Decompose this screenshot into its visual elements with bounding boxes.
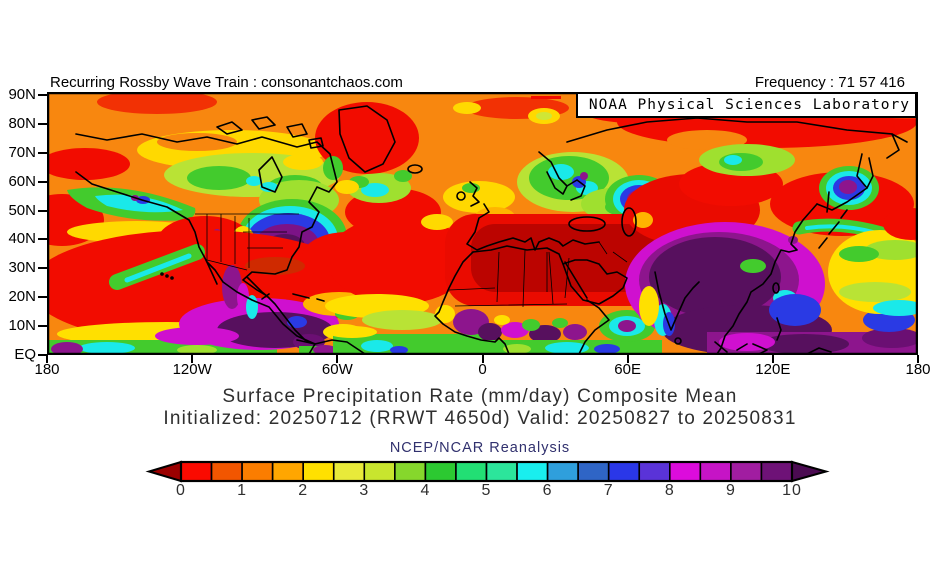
colorbar-segment: [271, 461, 305, 482]
colorbar-segment: [699, 461, 732, 482]
colorbar-segment: [485, 461, 518, 482]
colorbar-segment: [607, 461, 641, 482]
lat-tick-mark: [38, 151, 47, 154]
colorbar-segment: [546, 461, 579, 482]
map-panel: [47, 92, 918, 355]
colorbar-tick-label: 4: [420, 482, 431, 499]
colorbar-tick-label: 9: [725, 482, 736, 499]
colorbar-segment: [394, 461, 427, 482]
colorbar-border: [179, 460, 794, 483]
lat-tick-mark: [38, 267, 47, 270]
lon-tick-mark: [917, 355, 919, 363]
colorbar-segment: [363, 461, 396, 482]
colorbar-segment: [302, 461, 335, 482]
plot-annotation-left: Recurring Rossby Wave Train : consonantc…: [50, 74, 403, 91]
colorbar-tick-label: 8: [664, 482, 675, 499]
colorbar-tick-label: 3: [359, 482, 370, 499]
colorbar-segment: [210, 461, 243, 482]
lon-tick-label: 60W: [321, 361, 353, 378]
lon-tick-mark: [481, 355, 484, 363]
lon-tick-mark: [46, 355, 48, 363]
colorbar-tick-label: 1: [237, 482, 248, 499]
lat-tick-mark: [38, 296, 47, 299]
colorbar-segment: [241, 461, 274, 482]
lat-tick-mark: [38, 209, 47, 212]
lat-tick-label: 80N: [8, 114, 36, 132]
noaa-psl-banner-text: NOAA Physical Sciences Laboratory: [588, 97, 910, 113]
lat-tick-label: 40N: [8, 230, 36, 248]
lat-tick-mark: [38, 180, 47, 183]
lon-tick-label: 180: [34, 361, 60, 378]
colorbar-segment: [760, 461, 793, 482]
map-frame: [47, 92, 918, 355]
lon-tick-label: 0: [478, 361, 487, 378]
lon-tick-label: 60E: [614, 361, 641, 378]
lat-tick-label: 50N: [8, 201, 36, 219]
lon-tick-label: 180: [905, 361, 930, 378]
colorbar-segment: [638, 461, 671, 482]
lat-tick-label: 20N: [8, 288, 36, 306]
lat-tick-mark: [38, 122, 47, 125]
lon-tick-mark: [771, 355, 774, 363]
lon-tick-label: 120E: [755, 361, 791, 378]
colorbar-tick-label: 2: [298, 482, 309, 499]
precipitation-map: [47, 92, 918, 355]
lon-tick-mark: [336, 355, 339, 363]
noaa-psl-banner: NOAA Physical Sciences Laboratory: [576, 92, 917, 118]
colorbar-tick-label: 0: [176, 482, 186, 499]
lat-tick-label: 90N: [8, 86, 36, 103]
colorbar-tick-label: 7: [603, 482, 614, 499]
chart-title: Surface Precipitation Rate (mm/day) Comp…: [222, 386, 738, 407]
coastlines-layer: [75, 105, 908, 355]
colorbar: [145, 460, 830, 483]
colorbar-segment: [180, 461, 213, 482]
borders-layer: [195, 213, 628, 308]
colorbar-segment: [455, 461, 488, 482]
lat-tick-label: 60N: [8, 172, 36, 190]
lat-tick-label: 30N: [8, 259, 36, 277]
colorbar-right-arrow: [791, 460, 830, 483]
lon-tick-mark: [191, 355, 194, 363]
lon-tick-label: 120W: [172, 361, 212, 378]
data-source-label: NCEP/NCAR Reanalysis: [389, 440, 571, 456]
lat-tick-label: EQ: [14, 346, 36, 363]
colorbar-left-arrow: [145, 460, 182, 483]
colorbar-segment: [577, 461, 610, 482]
lat-tick-mark: [38, 238, 47, 241]
lat-tick-mark: [38, 325, 47, 328]
colorbar-segment: [332, 461, 366, 482]
precip-field: [47, 92, 918, 355]
colorbar-tick-label: 6: [542, 482, 553, 499]
colorbar-tick-label: 5: [481, 482, 492, 499]
lat-tick-label: 10N: [8, 317, 36, 335]
colorbar-segment: [730, 461, 763, 482]
colorbar-segment: [424, 461, 457, 482]
chart-subtitle: Initialized: 20250712 (RRWT 4650d) Valid…: [163, 408, 797, 429]
frequency-label: Frequency : 71 57 416: [754, 74, 905, 91]
lat-tick-mark: [38, 94, 47, 96]
colorbar-segment: [668, 461, 702, 482]
lat-tick-label: 70N: [8, 143, 36, 161]
colorbar-segment: [516, 461, 549, 482]
lon-tick-mark: [626, 355, 629, 363]
colorbar-tick-label: 10: [782, 482, 802, 499]
lat-tick-mark: [38, 354, 47, 356]
